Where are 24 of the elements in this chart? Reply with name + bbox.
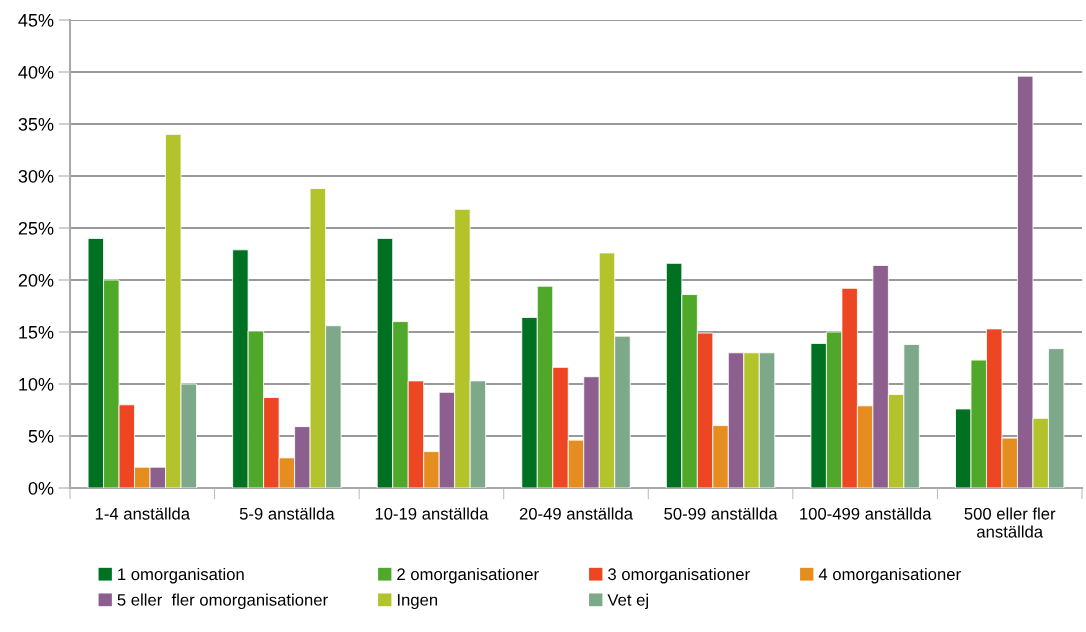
y-tick-label: 30%	[18, 169, 54, 183]
legend-label: 5 eller fler omorganisationer	[117, 593, 328, 610]
x-tick-label: 100-499 anställda	[800, 507, 932, 520]
legend-label: 4 omorganisationer	[818, 567, 961, 584]
legend-label: Vet ej	[607, 593, 648, 610]
y-tick-label: 25%	[18, 221, 54, 235]
x-tick-label: 20-49 anställda	[519, 507, 633, 520]
legend-label: 3 omorganisationer	[608, 567, 750, 584]
y-tick-label: 35%	[18, 117, 54, 131]
y-tick-label: 10%	[19, 377, 54, 391]
legend-label: 2 omorganisationer	[397, 567, 539, 584]
x-tick-label: 10-19 anställda	[375, 507, 489, 520]
y-tick-label: 5%	[28, 430, 54, 443]
y-tick-label: 15%	[19, 326, 54, 339]
y-tick-label: 45%	[18, 14, 54, 27]
x-tick-label: 5-9 anställda	[239, 507, 335, 520]
y-tick-label: 40%	[18, 65, 54, 79]
y-tick-label: 20%	[18, 273, 54, 287]
legend-label: Ingen	[397, 594, 438, 610]
x-tick-label: 1-4 anställda	[95, 507, 191, 520]
y-tick-label: 0%	[28, 481, 54, 495]
x-tick-label: 500 eller fler anställda	[964, 507, 1056, 538]
legend-label: 1 omorganisation	[118, 567, 244, 584]
x-tick-label: 50-99 anställda	[664, 507, 778, 520]
